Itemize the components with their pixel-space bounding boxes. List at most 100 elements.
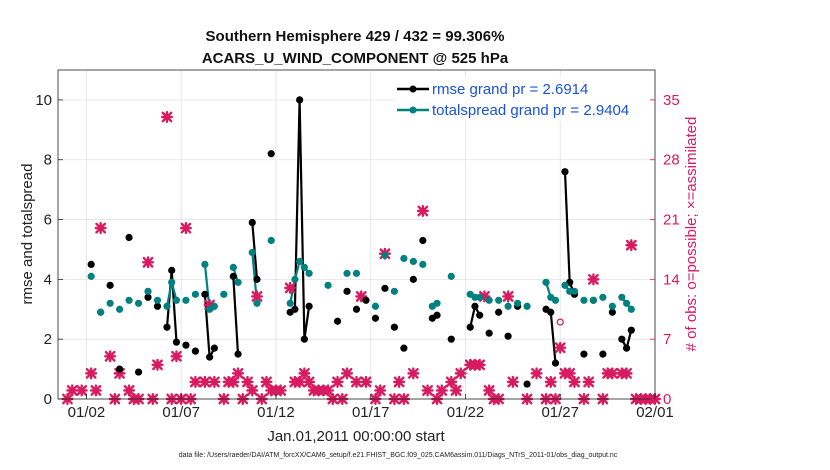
obs-assimilated-marker: [355, 290, 368, 303]
y2-tick-label: 0: [663, 391, 671, 408]
obs-assimilated-marker: [123, 384, 136, 397]
totalspread-data-point: [248, 248, 256, 257]
rmse-data-point: [409, 275, 417, 283]
obs-assimilated-glyph: [274, 384, 287, 397]
rmse-data-point: [305, 302, 313, 310]
obs-assimilated-glyph: [620, 367, 633, 380]
totalspread-data-point: [561, 281, 569, 289]
obs-assimilated-marker: [298, 367, 311, 380]
totalspread-data-point: [608, 302, 616, 310]
rmse-data-point: [390, 323, 399, 331]
totalspread-data-point: [580, 296, 588, 304]
totalspread-data-point: [182, 296, 190, 304]
rmse-data-point: [134, 368, 143, 376]
obs-assimilated-glyph: [331, 375, 344, 388]
rmse-data-point: [551, 359, 560, 367]
totalspread-data-point: [570, 287, 579, 295]
x-tick-label: 01/17: [352, 404, 390, 421]
obs-assimilated-marker: [250, 290, 264, 303]
obs-assimilated-glyph: [568, 375, 581, 388]
obs-assimilated-marker: [198, 375, 211, 388]
totalspread-data-point: [622, 299, 631, 307]
rmse-data-point: [144, 293, 152, 301]
series-points: [87, 96, 635, 388]
obs-assimilated-marker: [554, 341, 567, 354]
rmse-data-point: [504, 332, 512, 340]
rmse-data-point: [419, 236, 427, 245]
rmse-data-point: [495, 308, 503, 316]
obs-assimilated-marker: [582, 375, 595, 388]
totalspread-data-point: [371, 302, 380, 310]
obs-assimilated-glyph: [241, 375, 254, 388]
obs-assimilated-marker: [179, 222, 192, 235]
rmse-data-point: [125, 233, 133, 242]
totalspread-data-point: [390, 287, 399, 295]
y2-tick-label: 14: [663, 271, 680, 288]
rmse-data-point: [267, 150, 275, 158]
rmse-data-point: [471, 302, 479, 310]
rmse-data-point: [381, 284, 389, 292]
obs-assimilated-glyph: [160, 110, 174, 124]
totalspread-data-point: [476, 293, 484, 301]
obs-assimilated-glyph: [123, 384, 136, 397]
rmse-data-point: [599, 350, 607, 358]
totalspread-data-point: [97, 308, 105, 316]
obs-assimilated-marker: [478, 290, 491, 303]
x-axis: 01/02 01/07 01/12 01/17 01/22 01/27 02/01: [68, 394, 674, 421]
rmse-data-point: [561, 168, 569, 176]
legend-spread-label: totalspread grand pr = 2.9404: [432, 102, 629, 119]
obs-assimilated-marker: [350, 375, 363, 388]
x-tick-label: 01/12: [257, 404, 295, 421]
obs-assimilated-marker: [189, 375, 202, 388]
totalspread-data-point: [419, 260, 427, 269]
y2-axis-label: # of obs: o=possible; ×=assimilated: [683, 117, 700, 352]
totalspread-data-point: [300, 263, 308, 271]
obs-assimilated-glyph: [416, 204, 429, 218]
totalspread-data-point: [381, 251, 389, 260]
obs-assimilated-glyph: [85, 367, 98, 380]
obs-assimilated-marker: [407, 367, 420, 380]
obs-assimilated-glyph: [170, 350, 183, 363]
obs-assimilated-marker: [322, 384, 335, 397]
obs-assimilated-glyph: [104, 350, 117, 363]
totalspread-data-point: [144, 287, 152, 295]
obs-assimilated-marker: [274, 384, 287, 397]
obs-assimilated-glyph: [374, 384, 387, 397]
legend-rmse-label: rmse grand pr = 2.6914: [432, 81, 588, 98]
rmse-data-point: [87, 260, 95, 269]
obs-assimilated-glyph: [359, 375, 373, 388]
rmse-data-point: [182, 341, 190, 349]
totalspread-data-point: [115, 305, 124, 313]
x-tick-label: 01/27: [541, 404, 579, 421]
obs-assimilated-glyph: [582, 375, 595, 388]
rmse-data-point: [627, 326, 635, 334]
obs-assimilated-marker: [151, 358, 164, 371]
totalspread-data-point: [504, 302, 512, 310]
obs-assimilated-marker: [94, 222, 107, 235]
obs-assimilated-glyph: [260, 375, 273, 388]
obs-assimilated-glyph: [350, 375, 363, 388]
obs-assimilated-marker: [160, 110, 174, 124]
rmse-data-point: [234, 350, 242, 358]
totalspread-data-point: [618, 293, 626, 301]
totalspread-data-point: [523, 302, 531, 310]
y-tick-label: 4: [44, 271, 52, 288]
rmse-data-point: [580, 350, 588, 358]
totalspread-data-point: [409, 257, 417, 266]
rmse-data-point: [106, 281, 114, 289]
obs-assimilated-glyph: [563, 367, 576, 380]
obs-assimilated-marker: [241, 375, 254, 388]
totalspread-data-point: [305, 269, 313, 277]
obs-assimilated-marker: [587, 273, 600, 286]
obs-assimilated-glyph: [340, 367, 354, 380]
obs-assimilated-marker: [568, 375, 581, 388]
obs-assimilated-glyph: [445, 375, 458, 388]
rmse-data-point: [476, 311, 484, 319]
rmse-data-point: [210, 344, 218, 352]
y-tick-label: 6: [44, 212, 52, 229]
rmse-data-point: [191, 347, 200, 355]
totalspread-data-point: [400, 254, 408, 263]
obs-assimilated-marker: [563, 367, 576, 380]
rmse-data-point: [153, 302, 162, 310]
